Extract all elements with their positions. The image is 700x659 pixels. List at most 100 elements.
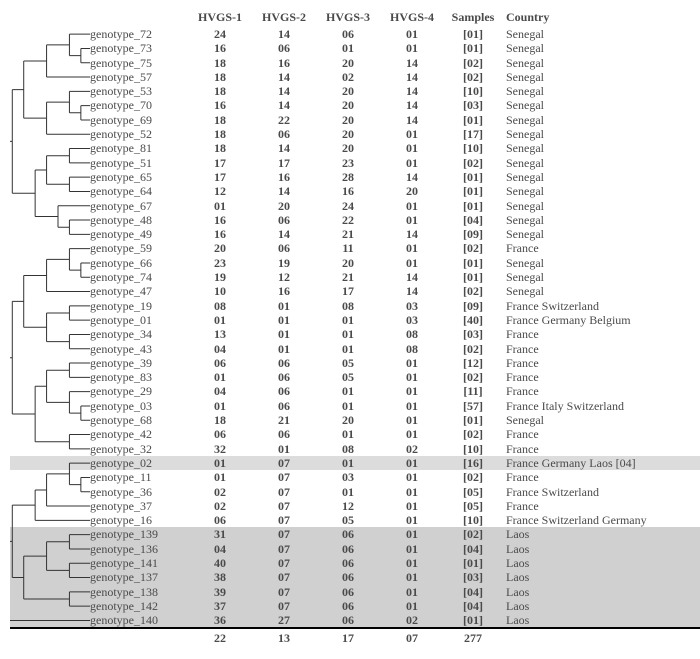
hvgs3-value: 08	[316, 299, 380, 313]
hvgs2-value: 14	[252, 27, 316, 41]
hvgs1-value: 01	[188, 456, 252, 470]
country-value: France	[502, 327, 700, 341]
genotype-label: genotype_75	[90, 56, 188, 70]
hvgs1-value: 37	[188, 599, 252, 613]
hvgs1-value: 20	[188, 241, 252, 255]
samples-value: [02]	[444, 470, 502, 484]
samples-value: [02]	[444, 342, 502, 356]
hvgs3-value: 16	[316, 184, 380, 198]
samples-value: [40]	[444, 313, 502, 327]
hvgs1-value: 02	[188, 485, 252, 499]
hvgs3-value: 17	[316, 284, 380, 298]
table-row: genotype_1101070301[02]France	[10, 470, 700, 484]
hvgs2-value: 07	[252, 499, 316, 513]
genotype-label: genotype_19	[90, 299, 188, 313]
table-row: genotype_6412141620[01]Senegal	[10, 184, 700, 198]
hvgs1-value: 18	[188, 84, 252, 98]
hvgs1-value: 04	[188, 542, 252, 556]
hvgs2-value: 06	[252, 427, 316, 441]
dendrogram-tree	[10, 27, 90, 628]
country-value: Senegal	[502, 141, 700, 155]
table-row: genotype_7316060101[01]Senegal	[10, 41, 700, 55]
table-row: genotype_6918222014[01]Senegal	[10, 113, 700, 127]
hvgs2-value: 07	[252, 599, 316, 613]
genotype-label: genotype_03	[90, 399, 188, 413]
hvgs2-value: 06	[252, 370, 316, 384]
hvgs2-value: 06	[252, 213, 316, 227]
hvgs1-value: 24	[188, 27, 252, 41]
header-row: HVGS-1 HVGS-2 HVGS-3 HVGS-4 Samples Coun…	[10, 10, 700, 25]
hvgs1-value: 16	[188, 213, 252, 227]
samples-value: [12]	[444, 356, 502, 370]
genotype-label: genotype_138	[90, 585, 188, 599]
table-row: genotype_0101010103[40]France Germany Be…	[10, 313, 700, 327]
table-row: genotype_3413010108[03]France	[10, 327, 700, 341]
genotype-label: genotype_34	[90, 327, 188, 341]
table-row: genotype_6818212001[01]Senegal	[10, 413, 700, 427]
hvgs1-value: 06	[188, 356, 252, 370]
hvgs3-value: 06	[316, 527, 380, 541]
country-value: Senegal	[502, 256, 700, 270]
hvgs2-value: 27	[252, 613, 316, 627]
hvgs3-value: 20	[316, 56, 380, 70]
hvgs4-value: 14	[380, 170, 444, 184]
col-hvgs3: HVGS-3	[316, 10, 380, 25]
hvgs2-value: 01	[252, 327, 316, 341]
country-value: Laos	[502, 556, 700, 570]
country-value: France	[502, 356, 700, 370]
samples-value: [03]	[444, 98, 502, 112]
hvgs4-value: 01	[380, 599, 444, 613]
genotype-label: genotype_51	[90, 156, 188, 170]
hvgs2-value: 16	[252, 56, 316, 70]
country-value: Senegal	[502, 199, 700, 213]
samples-value: [02]	[444, 284, 502, 298]
country-value: France Switzerland	[502, 485, 700, 499]
hvgs2-value: 06	[252, 41, 316, 55]
dendrogram-table: genotype_7224140601[01]Senegalgenotype_7…	[10, 27, 700, 627]
samples-value: [01]	[444, 41, 502, 55]
hvgs2-value: 14	[252, 98, 316, 112]
hvgs3-value: 28	[316, 170, 380, 184]
genotype-label: genotype_67	[90, 199, 188, 213]
hvgs3-value: 23	[316, 156, 380, 170]
hvgs2-value: 07	[252, 542, 316, 556]
country-value: Laos	[502, 613, 700, 627]
hvgs2-value: 01	[252, 342, 316, 356]
country-value: France	[502, 499, 700, 513]
table-row: genotype_7016142014[03]Senegal	[10, 98, 700, 112]
hvgs2-value: 19	[252, 256, 316, 270]
country-value: France Germany Laos [04]	[502, 456, 700, 470]
hvgs4-value: 01	[380, 456, 444, 470]
hvgs4-value: 14	[380, 113, 444, 127]
country-value: Senegal	[502, 270, 700, 284]
hvgs1-value: 18	[188, 70, 252, 84]
genotype-label: genotype_53	[90, 84, 188, 98]
country-value: Senegal	[502, 84, 700, 98]
table-row: genotype_3906060501[12]France	[10, 356, 700, 370]
hvgs4-value: 01	[380, 427, 444, 441]
samples-value: [04]	[444, 542, 502, 556]
samples-value: [02]	[444, 156, 502, 170]
table-row: genotype_6701202401[01]Senegal	[10, 199, 700, 213]
hvgs3-value: 06	[316, 599, 380, 613]
hvgs3-value: 21	[316, 270, 380, 284]
hvgs4-value: 03	[380, 299, 444, 313]
genotype-label: genotype_47	[90, 284, 188, 298]
country-value: Senegal	[502, 127, 700, 141]
samples-value: [17]	[444, 127, 502, 141]
total-h1: 22	[188, 631, 252, 646]
hvgs4-value: 01	[380, 256, 444, 270]
country-value: Senegal	[502, 184, 700, 198]
hvgs2-value: 07	[252, 513, 316, 527]
hvgs2-value: 06	[252, 356, 316, 370]
genotype-label: genotype_69	[90, 113, 188, 127]
samples-value: [01]	[444, 184, 502, 198]
table-row: genotype_7518162014[02]Senegal	[10, 56, 700, 70]
hvgs1-value: 18	[188, 413, 252, 427]
hvgs2-value: 14	[252, 184, 316, 198]
hvgs2-value: 07	[252, 570, 316, 584]
table-row: genotype_5218062001[17]Senegal	[10, 127, 700, 141]
hvgs4-value: 01	[380, 27, 444, 41]
hvgs4-value: 14	[380, 56, 444, 70]
hvgs3-value: 01	[316, 41, 380, 55]
